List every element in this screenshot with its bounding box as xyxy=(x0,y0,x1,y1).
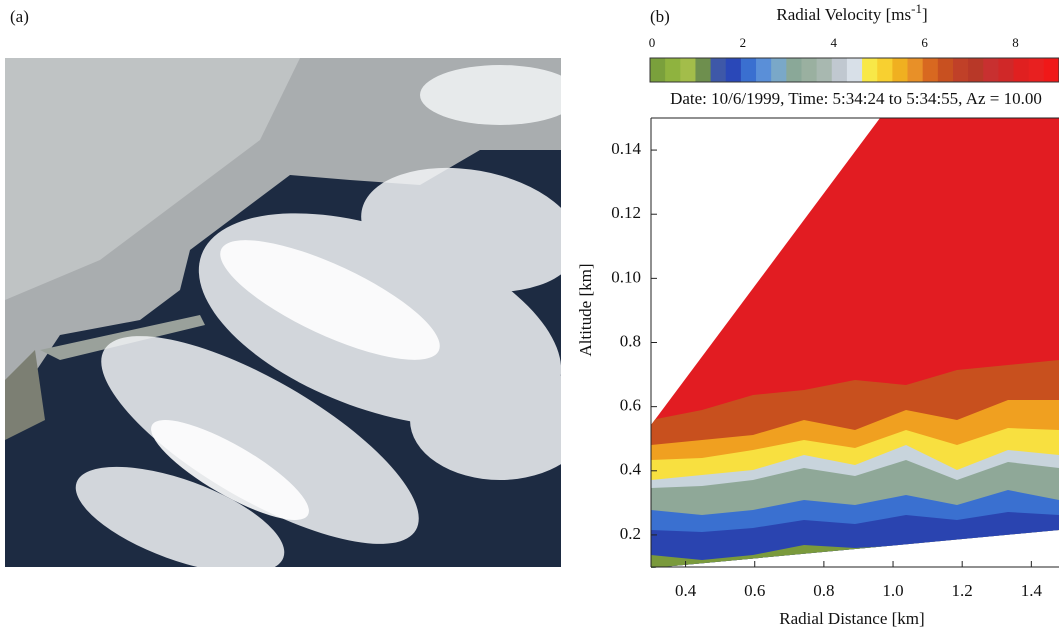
colorbar-swatch xyxy=(968,58,984,82)
velocity-field xyxy=(651,118,1059,568)
x-tick-label: 1.0 xyxy=(882,581,903,600)
colorbar-swatch xyxy=(816,58,833,82)
colorbar-tick-label: 6 xyxy=(921,35,928,50)
y-tick-label: 0.8 xyxy=(620,331,641,350)
colorbar-swatch xyxy=(801,58,818,82)
x-axis-label: Radial Distance [km] xyxy=(779,609,924,628)
panel-label: (b) xyxy=(650,7,670,26)
colorbar-swatch xyxy=(786,58,802,82)
y-tick-label: 0.10 xyxy=(611,267,641,286)
colorbar-swatch xyxy=(907,58,924,82)
y-tick-label: 0.12 xyxy=(611,203,641,222)
colorbar-swatch xyxy=(952,58,969,82)
colorbar-swatch xyxy=(983,58,999,82)
colorbar-swatch xyxy=(846,58,863,82)
colorbar-frame xyxy=(649,57,1059,83)
panel-label: (a) xyxy=(10,7,29,26)
colorbar-title: Radial Velocity [ms-1] xyxy=(776,1,927,24)
colorbar-swatch xyxy=(937,58,954,82)
colorbar-swatch xyxy=(831,58,848,82)
colorbar-swatch xyxy=(862,58,878,82)
x-tick-label: 1.4 xyxy=(1021,581,1043,600)
colorbar-swatch xyxy=(680,58,696,82)
subtitle: Date: 10/6/1999, Time: 5:34:24 to 5:34:5… xyxy=(670,89,1042,108)
colorbar-swatch xyxy=(756,58,772,82)
x-tick-label: 0.6 xyxy=(744,581,765,600)
satellite-image xyxy=(5,58,561,567)
colorbar-swatch xyxy=(725,58,742,82)
colorbar-swatch xyxy=(771,58,787,82)
colorbar-swatch xyxy=(922,58,939,82)
y-tick-label: 0.6 xyxy=(620,396,641,415)
y-tick-label: 0.14 xyxy=(611,139,641,158)
x-tick-label: 0.4 xyxy=(675,581,697,600)
colorbar-tick-label: 2 xyxy=(740,35,747,50)
colorbar-swatch xyxy=(998,58,1015,82)
colorbar-swatch xyxy=(695,58,712,82)
colorbar-swatch xyxy=(710,58,727,82)
x-tick-label: 0.8 xyxy=(813,581,834,600)
colorbar-swatch xyxy=(1028,58,1045,82)
colorbar-tick-label: 0 xyxy=(649,35,656,50)
y-axis-label: Altitude [km] xyxy=(576,263,595,356)
y-tick-label: 0.4 xyxy=(620,460,642,479)
colorbar-tick-label: 4 xyxy=(831,35,838,50)
colorbar-swatch xyxy=(650,58,666,82)
colorbar-swatch xyxy=(740,58,757,82)
colorbar-swatch xyxy=(892,58,909,82)
x-tick-label: 1.2 xyxy=(952,581,973,600)
colorbar-swatch xyxy=(665,58,681,82)
colorbar-swatch xyxy=(1043,58,1059,82)
colorbar-tick-label: 8 xyxy=(1012,35,1019,50)
y-tick-label: 0.2 xyxy=(620,524,641,543)
colorbar-swatch xyxy=(1013,58,1030,82)
colorbar-swatch xyxy=(877,58,893,82)
